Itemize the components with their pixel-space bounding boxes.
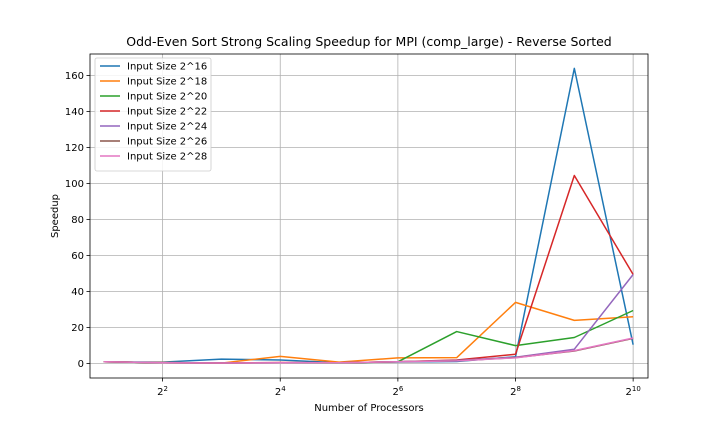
plot-area-frame: [89, 53, 649, 379]
x-tick-label-exponent: 2: [164, 385, 168, 393]
y-tick-label: 20: [71, 323, 84, 334]
x-tick-label-base: 2: [275, 387, 281, 398]
x-tick-label-exponent: 4: [281, 385, 286, 393]
legend-label: Input Size 2^28: [127, 152, 207, 163]
y-tick-label: 140: [65, 107, 84, 118]
y-axis-ticks: 0 20 40 60 80 100 120 140 160: [65, 71, 90, 370]
y-tick-label: 60: [71, 251, 84, 262]
y-tick-label: 120: [65, 143, 84, 154]
legend-label: Input Size 2^26: [127, 137, 207, 148]
y-axis-label: Speedup: [50, 194, 61, 238]
legend: Input Size 2^16 Input Size 2^18 Input Size…: [94, 57, 212, 172]
x-tick-label-base: 2: [392, 387, 398, 398]
y-tick-label: 80: [71, 215, 84, 226]
gridlines: [90, 54, 648, 378]
y-tick-label: 0: [78, 359, 84, 370]
legend-label: Input Size 2^16: [127, 62, 207, 73]
x-tick-label-exponent: 8: [516, 385, 520, 393]
x-tick-label-base: 2: [625, 387, 631, 398]
x-tick-label: 26: [392, 385, 403, 398]
x-tick-label-exponent: 10: [632, 385, 641, 393]
legend-box: [94, 57, 212, 172]
x-tick-label: 22: [157, 385, 168, 398]
x-tick-label: 28: [510, 385, 521, 398]
legend-label: Input Size 2^18: [127, 77, 207, 88]
x-tick-label-base: 2: [157, 387, 163, 398]
x-tick-label: 24: [275, 385, 286, 398]
series-layer: [103, 67, 634, 364]
x-tick-label-exponent: 6: [399, 385, 404, 393]
x-tick-label-base: 2: [510, 387, 516, 398]
legend-label: Input Size 2^22: [127, 107, 207, 118]
x-tick-label: 210: [625, 385, 640, 398]
x-axis-ticks: 22 24 26 28 210: [157, 378, 641, 398]
series-line-6: [103, 337, 634, 364]
y-tick-label: 160: [65, 71, 84, 82]
legend-label: Input Size 2^20: [127, 92, 207, 103]
y-tick-label: 40: [71, 287, 84, 298]
y-tick-label: 100: [65, 179, 84, 190]
chart-title: Odd-Even Sort Strong Scaling Speedup for…: [126, 34, 612, 49]
legend-label: Input Size 2^24: [127, 122, 207, 133]
x-axis-label: Number of Processors: [314, 403, 424, 414]
